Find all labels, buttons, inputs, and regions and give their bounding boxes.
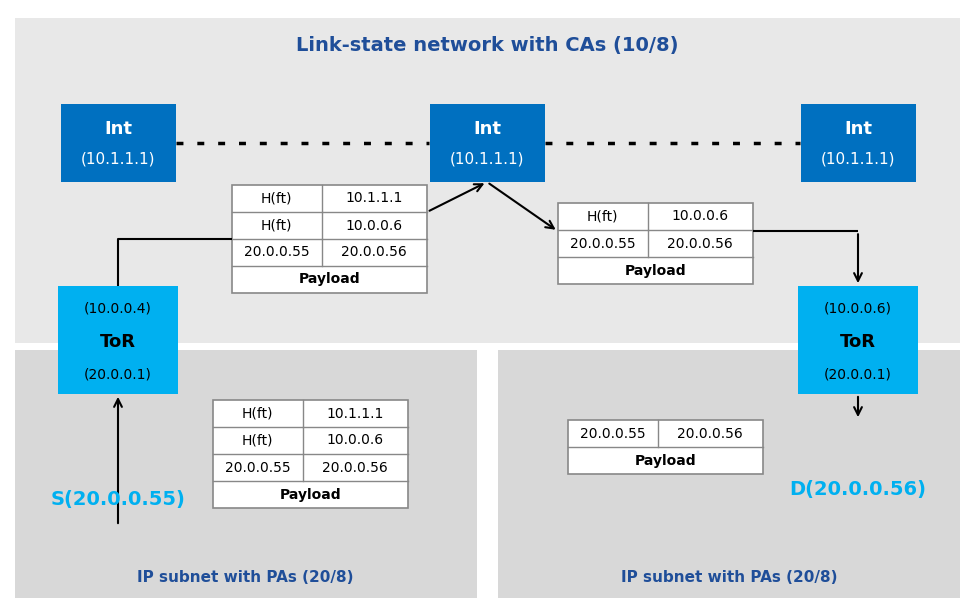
Text: 20.0.0.55: 20.0.0.55	[570, 237, 636, 251]
FancyBboxPatch shape	[430, 104, 544, 182]
Text: (20.0.0.1): (20.0.0.1)	[84, 367, 152, 381]
Text: Payload: Payload	[635, 454, 696, 468]
Bar	[498, 350, 960, 598]
FancyBboxPatch shape	[798, 286, 918, 394]
FancyBboxPatch shape	[60, 104, 176, 182]
FancyBboxPatch shape	[800, 104, 916, 182]
Text: H(ft): H(ft)	[587, 210, 618, 224]
Text: H(ft): H(ft)	[242, 433, 274, 447]
Text: (10.0.0.4): (10.0.0.4)	[84, 301, 152, 315]
Bar	[15, 350, 477, 598]
FancyBboxPatch shape	[58, 286, 178, 394]
Text: ToR: ToR	[100, 333, 136, 351]
Text: (10.1.1.1): (10.1.1.1)	[821, 151, 895, 167]
Text: (20.0.0.1): (20.0.0.1)	[824, 367, 892, 381]
Text: ToR: ToR	[840, 333, 876, 351]
Text: Int: Int	[844, 120, 872, 138]
Text: 20.0.0.55: 20.0.0.55	[244, 245, 310, 259]
Bar	[568, 420, 763, 474]
Text: Link-state network with CAs (10/8): Link-state network with CAs (10/8)	[295, 36, 679, 55]
Text: Int: Int	[473, 120, 501, 138]
Text: D(20.0.0.56): D(20.0.0.56)	[790, 481, 926, 500]
Text: 20.0.0.55: 20.0.0.55	[225, 460, 291, 474]
Text: H(ft): H(ft)	[242, 406, 274, 421]
Text: (10.1.1.1): (10.1.1.1)	[449, 151, 525, 167]
Bar	[213, 400, 408, 508]
Bar	[15, 18, 960, 343]
Text: 20.0.0.55: 20.0.0.55	[580, 427, 645, 441]
Text: IP subnet with PAs (20/8): IP subnet with PAs (20/8)	[621, 571, 838, 585]
Text: Int: Int	[104, 120, 132, 138]
Text: Payload: Payload	[280, 487, 341, 501]
Text: S(20.0.0.55): S(20.0.0.55)	[51, 490, 185, 509]
Text: 10.0.0.6: 10.0.0.6	[327, 433, 384, 447]
Text: 10.1.1.1: 10.1.1.1	[346, 191, 403, 205]
Text: H(ft): H(ft)	[261, 191, 292, 205]
Bar	[558, 203, 753, 284]
Text: 10.0.0.6: 10.0.0.6	[672, 210, 729, 224]
Text: H(ft): H(ft)	[261, 218, 292, 232]
Text: 20.0.0.56: 20.0.0.56	[323, 460, 388, 474]
Text: 20.0.0.56: 20.0.0.56	[668, 237, 733, 251]
Text: 20.0.0.56: 20.0.0.56	[341, 245, 408, 259]
Text: Payload: Payload	[298, 273, 361, 286]
Text: (10.1.1.1): (10.1.1.1)	[81, 151, 155, 167]
Text: IP subnet with PAs (20/8): IP subnet with PAs (20/8)	[136, 571, 353, 585]
Bar	[232, 185, 427, 293]
Text: Payload: Payload	[625, 264, 686, 278]
Text: 10.0.0.6: 10.0.0.6	[346, 218, 403, 232]
Text: 20.0.0.56: 20.0.0.56	[678, 427, 743, 441]
Text: 10.1.1.1: 10.1.1.1	[327, 406, 384, 421]
Text: (10.0.0.6): (10.0.0.6)	[824, 301, 892, 315]
